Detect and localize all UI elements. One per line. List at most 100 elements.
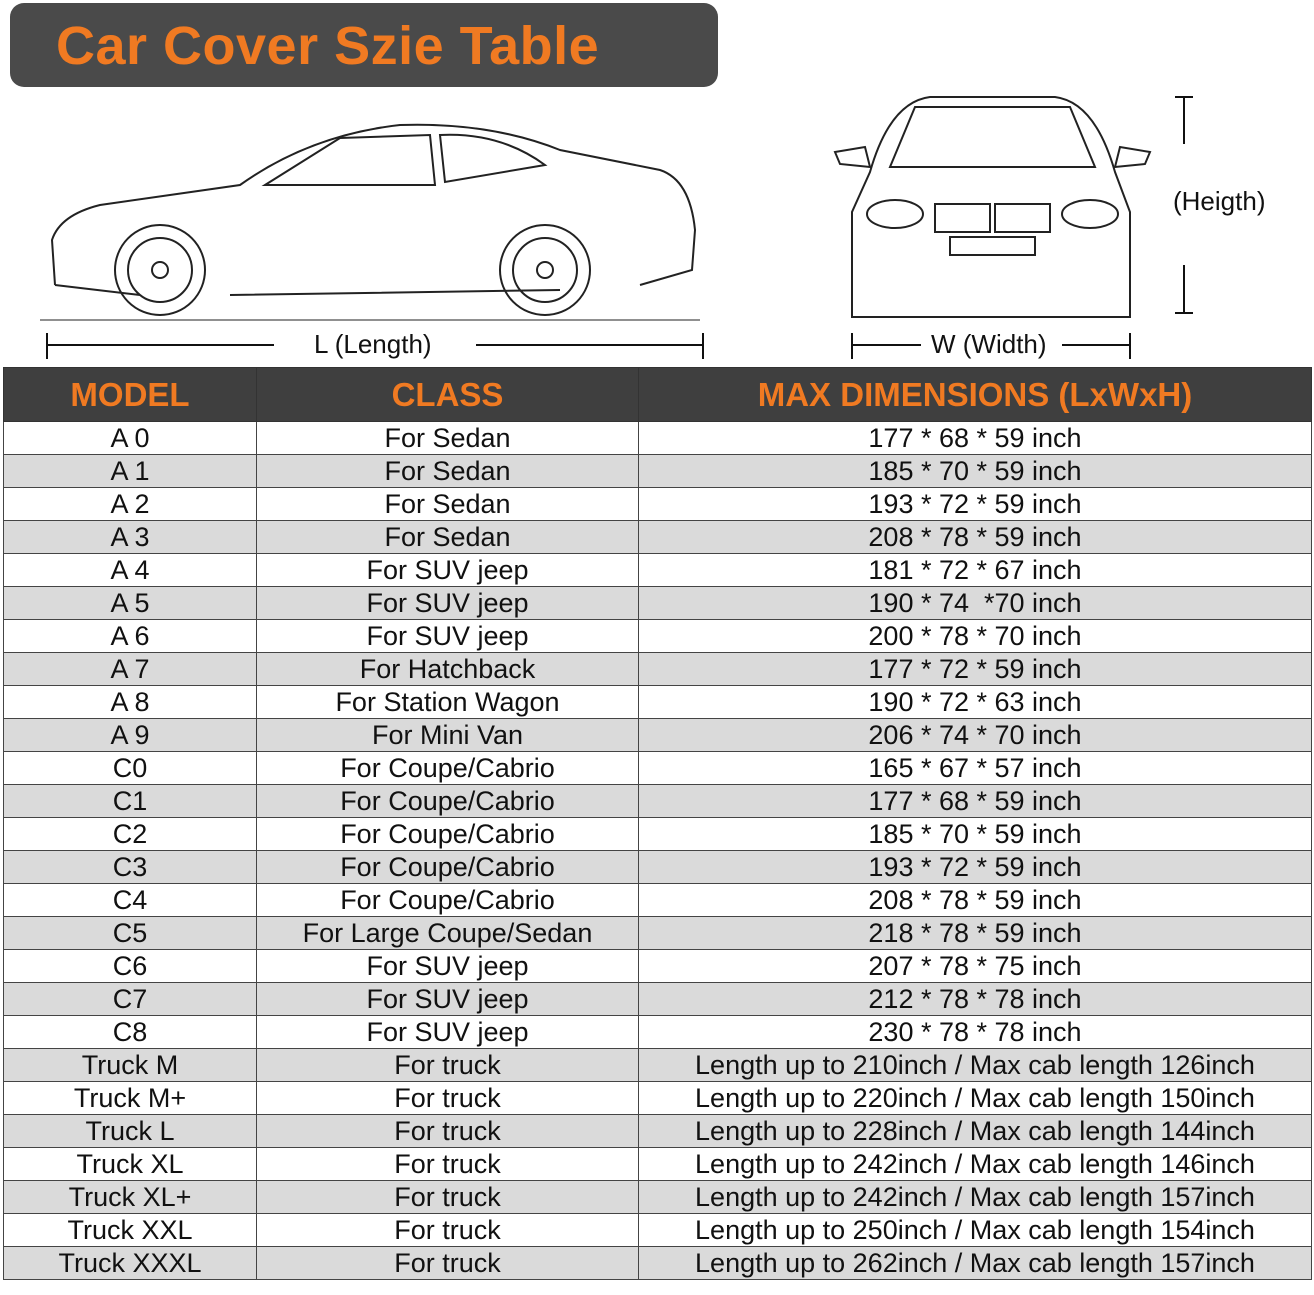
class-cell: For Coupe/Cabrio bbox=[256, 850, 639, 884]
table-row: C4 For Coupe/Cabrio 208 * 78 * 59 inch bbox=[3, 883, 1312, 917]
model-cell: Truck XL+ bbox=[3, 1180, 257, 1214]
model-cell: A 9 bbox=[3, 718, 257, 752]
table-row: C8 For SUV jeep 230 * 78 * 78 inch bbox=[3, 1015, 1312, 1049]
header-model: MODEL bbox=[3, 367, 257, 422]
length-dimension-line-left bbox=[46, 344, 274, 346]
dimensions-cell: 185 * 70 * 59 inch bbox=[638, 817, 1312, 851]
table-row: C0 For Coupe/Cabrio 165 * 67 * 57 inch bbox=[3, 751, 1312, 785]
table-row: A 0 For Sedan 177 * 68 * 59 inch bbox=[3, 421, 1312, 455]
table-row: Truck XL For truck Length up to 242inch / … bbox=[3, 1147, 1312, 1181]
class-cell: For SUV jeep bbox=[256, 619, 639, 653]
table-row: C5 For Large Coupe/Sedan 218 * 78 * 59 inc… bbox=[3, 916, 1312, 950]
model-cell: Truck M+ bbox=[3, 1081, 257, 1115]
model-cell: C1 bbox=[3, 784, 257, 818]
model-cell: Truck M bbox=[3, 1048, 257, 1082]
width-dimension-line-left bbox=[851, 344, 921, 346]
table-row: Truck XXXL For truck Length up to 262inch … bbox=[3, 1246, 1312, 1280]
dimensions-cell: 208 * 78 * 59 inch bbox=[638, 520, 1312, 554]
model-cell: C4 bbox=[3, 883, 257, 917]
dimensions-cell: Length up to 242inch / Max cab length 15… bbox=[638, 1180, 1312, 1214]
height-tick-bottom bbox=[1175, 312, 1193, 314]
class-cell: For truck bbox=[256, 1147, 639, 1181]
header-dimensions: MAX DIMENSIONS (LxWxH) bbox=[638, 367, 1312, 422]
table-row: A 5 For SUV jeep 190 * 74 *70 inch bbox=[3, 586, 1312, 620]
height-label: (Heigth) bbox=[1173, 186, 1266, 216]
dimensions-cell: 190 * 74 *70 inch bbox=[638, 586, 1312, 620]
table-row: C7 For SUV jeep 212 * 78 * 78 inch bbox=[3, 982, 1312, 1016]
dimensions-cell: 190 * 72 * 63 inch bbox=[638, 685, 1312, 719]
dimensions-cell: 208 * 78 * 59 inch bbox=[638, 883, 1312, 917]
length-dimension-line-right bbox=[476, 344, 704, 346]
class-cell: For SUV jeep bbox=[256, 982, 639, 1016]
class-cell: For Large Coupe/Sedan bbox=[256, 916, 639, 950]
class-cell: For Sedan bbox=[256, 454, 639, 488]
class-cell: For Sedan bbox=[256, 520, 639, 554]
class-cell: For SUV jeep bbox=[256, 949, 639, 983]
dimensions-cell: 200 * 78 * 70 inch bbox=[638, 619, 1312, 653]
dimensions-cell: Length up to 250inch / Max cab length 15… bbox=[638, 1213, 1312, 1247]
class-cell: For truck bbox=[256, 1048, 639, 1082]
class-cell: For SUV jeep bbox=[256, 586, 639, 620]
table-row: A 2 For Sedan 193 * 72 * 59 inch bbox=[3, 487, 1312, 521]
class-cell: For Sedan bbox=[256, 421, 639, 455]
class-cell: For Coupe/Cabrio bbox=[256, 817, 639, 851]
class-cell: For truck bbox=[256, 1180, 639, 1214]
table-row: C2 For Coupe/Cabrio 185 * 70 * 59 inch bbox=[3, 817, 1312, 851]
class-cell: For Station Wagon bbox=[256, 685, 639, 719]
model-cell: C8 bbox=[3, 1015, 257, 1049]
model-cell: A 2 bbox=[3, 487, 257, 521]
table-header-row: MODEL CLASS MAX DIMENSIONS (LxWxH) bbox=[3, 367, 1312, 422]
model-cell: A 7 bbox=[3, 652, 257, 686]
dimensions-cell: 207 * 78 * 75 inch bbox=[638, 949, 1312, 983]
dimensions-cell: 230 * 78 * 78 inch bbox=[638, 1015, 1312, 1049]
dimensions-cell: 193 * 72 * 59 inch bbox=[638, 487, 1312, 521]
dimensions-cell: 206 * 74 * 70 inch bbox=[638, 718, 1312, 752]
class-cell: For SUV jeep bbox=[256, 1015, 639, 1049]
model-cell: A 8 bbox=[3, 685, 257, 719]
class-cell: For truck bbox=[256, 1246, 639, 1280]
dimensions-cell: Length up to 262inch / Max cab length 15… bbox=[638, 1246, 1312, 1280]
size-table: MODEL CLASS MAX DIMENSIONS (LxWxH) A 0 Fo… bbox=[3, 367, 1312, 1280]
height-dimension-line-top bbox=[1183, 96, 1185, 144]
length-tick-right bbox=[702, 333, 704, 359]
dimensions-cell: Length up to 242inch / Max cab length 14… bbox=[638, 1147, 1312, 1181]
width-label: W (Width) bbox=[931, 329, 1047, 359]
model-cell: C7 bbox=[3, 982, 257, 1016]
dimensions-cell: Length up to 220inch / Max cab length 15… bbox=[638, 1081, 1312, 1115]
table-row: A 3 For Sedan 208 * 78 * 59 inch bbox=[3, 520, 1312, 554]
page-title: Car Cover Szie Table bbox=[56, 16, 600, 76]
model-cell: C6 bbox=[3, 949, 257, 983]
table-row: A 8 For Station Wagon 190 * 72 * 63 inch bbox=[3, 685, 1312, 719]
dimensions-cell: 177 * 68 * 59 inch bbox=[638, 784, 1312, 818]
dimensions-cell: 177 * 72 * 59 inch bbox=[638, 652, 1312, 686]
dimensions-cell: Length up to 228inch / Max cab length 14… bbox=[638, 1114, 1312, 1148]
table-row: A 9 For Mini Van 206 * 74 * 70 inch bbox=[3, 718, 1312, 752]
class-cell: For Coupe/Cabrio bbox=[256, 751, 639, 785]
table-row: C1 For Coupe/Cabrio 177 * 68 * 59 inch bbox=[3, 784, 1312, 818]
table-row: A 4 For SUV jeep 181 * 72 * 67 inch bbox=[3, 553, 1312, 587]
car-side-illustration bbox=[40, 123, 700, 321]
car-front-illustration bbox=[833, 96, 1152, 318]
length-tick-left bbox=[46, 333, 48, 359]
dimensions-cell: 212 * 78 * 78 inch bbox=[638, 982, 1312, 1016]
table-row: Truck M+ For truck Length up to 220inch / … bbox=[3, 1081, 1312, 1115]
model-cell: C5 bbox=[3, 916, 257, 950]
table-row: C6 For SUV jeep 207 * 78 * 75 inch bbox=[3, 949, 1312, 983]
width-tick-right bbox=[1129, 333, 1131, 359]
class-cell: For truck bbox=[256, 1114, 639, 1148]
dimensions-cell: 218 * 78 * 59 inch bbox=[638, 916, 1312, 950]
table-row: A 6 For SUV jeep 200 * 78 * 70 inch bbox=[3, 619, 1312, 653]
model-cell: C0 bbox=[3, 751, 257, 785]
dimensions-cell: Length up to 210inch / Max cab length 12… bbox=[638, 1048, 1312, 1082]
title-banner: Car Cover Szie Table bbox=[10, 3, 718, 87]
class-cell: For Mini Van bbox=[256, 718, 639, 752]
model-cell: Truck XXL bbox=[3, 1213, 257, 1247]
dimensions-cell: 177 * 68 * 59 inch bbox=[638, 421, 1312, 455]
model-cell: A 1 bbox=[3, 454, 257, 488]
model-cell: C3 bbox=[3, 850, 257, 884]
table-row: A 1 For Sedan 185 * 70 * 59 inch bbox=[3, 454, 1312, 488]
model-cell: A 0 bbox=[3, 421, 257, 455]
height-dimension-line-bottom bbox=[1183, 265, 1185, 313]
table-row: C3 For Coupe/Cabrio 193 * 72 * 59 inch bbox=[3, 850, 1312, 884]
width-tick-left bbox=[851, 333, 853, 359]
